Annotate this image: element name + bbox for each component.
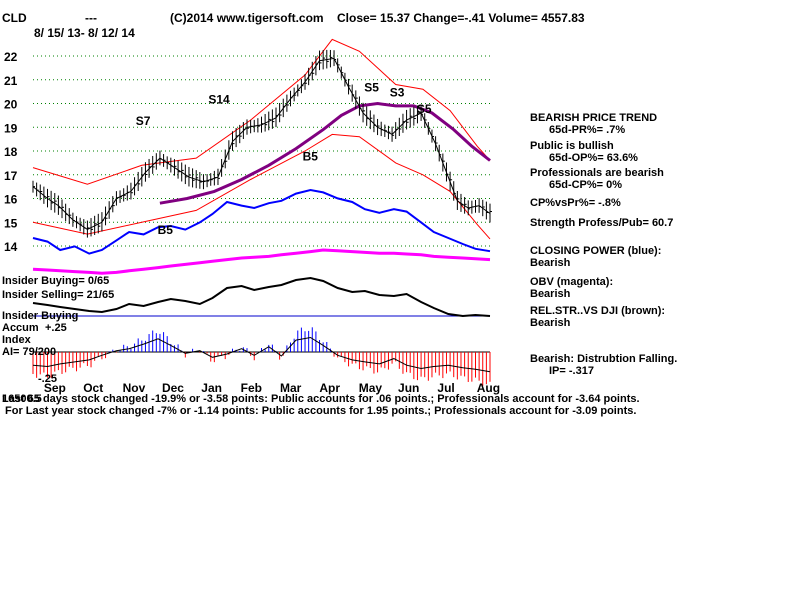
x-tick-label: Mar (280, 381, 302, 395)
accum-bottom-label: -.25 (38, 373, 57, 385)
month-axis: Sep Oct Nov Dec Jan Feb Mar Apr May Jun Jul Aug (44, 381, 500, 395)
ai-label: AI= 79/200 (2, 346, 56, 358)
header-dashes: --- (85, 11, 97, 25)
x-tick-label: Jan (201, 381, 222, 395)
signal-markers: S7 S14 B5 B5 S5 S3 S5 (136, 81, 432, 238)
y-tick-label: 15 (4, 216, 18, 230)
signal-label: S3 (390, 85, 405, 99)
cp-vs-pr: CP%vsPr%= -.8% (530, 197, 621, 209)
insider-buying-label: Insider Buying= 0/65 (2, 275, 109, 287)
accum-status: Bearish: Distrubtion Falling. (530, 353, 677, 365)
y-tick-label: 18 (4, 145, 18, 159)
price-bars (32, 49, 492, 238)
rel-strength-status: Bearish (530, 317, 571, 329)
upper-band-line (32, 38, 491, 185)
right-panel: BEARISH PRICE TREND 65d-PR%= .7% Public … (530, 112, 677, 377)
signal-label: S7 (136, 114, 151, 128)
closing-power-heading: CLOSING POWER (blue): (530, 245, 661, 257)
x-tick-label: May (359, 381, 383, 395)
ma-line (159, 101, 491, 205)
index-label: Index (2, 334, 32, 346)
obv-series (32, 248, 491, 275)
lower-band-line (32, 133, 491, 240)
x-tick-label: Jul (437, 381, 454, 395)
closing-power-line (32, 188, 491, 255)
x-tick-label: Sep (44, 381, 66, 395)
rel-strength-heading: REL.STR..VS DJI (brown): (530, 305, 665, 317)
y-tick-label: 14 (4, 240, 18, 254)
x-tick-label: Apr (319, 381, 340, 395)
trend-heading: BEARISH PRICE TREND (530, 112, 657, 124)
price-axis-ticks: 14 15 16 17 18 19 20 21 22 (4, 50, 18, 254)
accum-label: Accum (2, 322, 39, 334)
y-tick-label: 19 (4, 121, 18, 135)
public-status: Public is bullish (530, 140, 614, 152)
accumulation-histogram (32, 327, 491, 387)
price-bands (32, 38, 491, 240)
strength-ratio: Strength Profess/Pub= 60.7 (530, 217, 673, 229)
closing-power-series (32, 188, 491, 255)
accum-average-line (32, 336, 491, 373)
close-line (32, 57, 491, 230)
obv-line (32, 248, 491, 275)
moving-average-line (159, 101, 491, 205)
insider-selling-label: Insider Selling= 21/65 (2, 289, 114, 301)
x-tick-label: Oct (83, 381, 103, 395)
insider-buying-label-2: Insider Buying (2, 310, 78, 322)
x-tick-label: Aug (477, 381, 500, 395)
closing-power-status: Bearish (530, 257, 571, 269)
footer-line-2: For Last year stock changed -7% or -1.14… (5, 405, 636, 417)
signal-label: S14 (208, 93, 230, 107)
signal-label: S5 (417, 102, 432, 116)
obv-status: Bearish (530, 288, 571, 300)
footer-line-1: Last 65 days stock changed -19.9% or -3.… (2, 393, 640, 405)
op-pct: 65d-OP%= 63.6% (549, 152, 638, 164)
rel-strength-series (32, 276, 491, 318)
relative-strength-line (32, 276, 491, 318)
cp-pct: 65d-CP%= 0% (549, 179, 622, 191)
footer-overlap: 16500.5 (2, 393, 42, 405)
y-tick-label: 17 (4, 169, 18, 183)
x-tick-label: Nov (123, 381, 146, 395)
signal-label: B5 (303, 150, 319, 164)
y-tick-label: 21 (4, 74, 18, 88)
signal-label: B5 (158, 223, 174, 237)
y-tick-label: 22 (4, 50, 18, 64)
quote-label: Close= 15.37 Change=-.41 Volume= 4557.83 (337, 11, 585, 25)
obv-heading: OBV (magenta): (530, 276, 613, 288)
professionals-status: Professionals are bearish (530, 167, 664, 179)
x-tick-label: Jun (398, 381, 419, 395)
y-tick-label: 20 (4, 98, 18, 112)
x-tick-label: Feb (241, 381, 262, 395)
ip-value: IP= -.317 (549, 365, 594, 377)
source-label: (C)2014 www.tigersoft.com (170, 11, 324, 25)
symbol-label: CLD (2, 11, 27, 25)
y-tick-label: 16 (4, 193, 18, 207)
signal-label: S5 (364, 81, 379, 95)
accum-top-label: +.25 (45, 322, 67, 334)
pr-pct: 65d-PR%= .7% (549, 124, 625, 136)
x-tick-label: Dec (162, 381, 184, 395)
date-range-label: 8/ 15/ 13- 8/ 12/ 14 (34, 26, 135, 40)
